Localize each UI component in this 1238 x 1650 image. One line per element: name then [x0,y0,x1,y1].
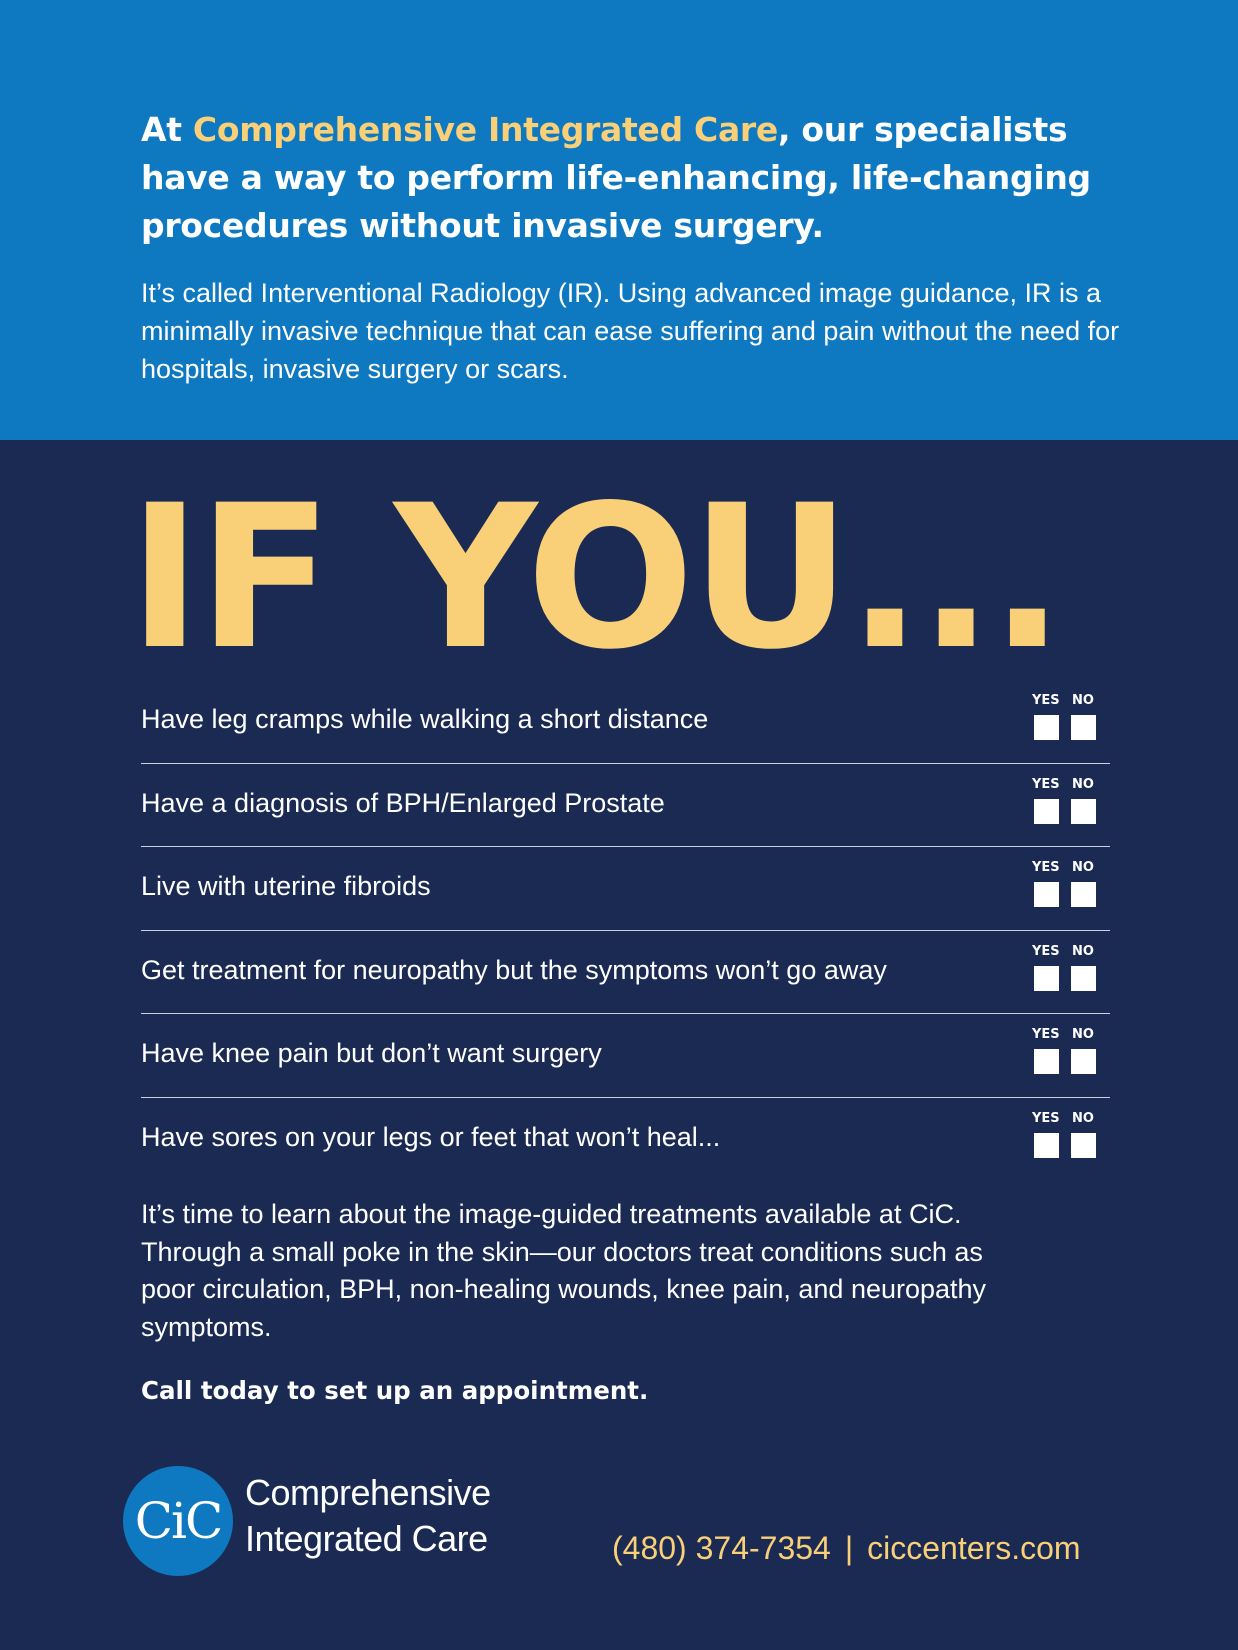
headline-brand: Comprehensive Integrated Care [192,110,778,149]
yes-label: YES [1032,776,1060,792]
website-link[interactable]: ciccenters.com [867,1530,1081,1566]
checklist-item-text: Have a diagnosis of BPH/Enlarged Prostat… [141,787,665,818]
no-checkbox[interactable] [1071,882,1096,907]
checklist-row: Have knee pain but don’t want surgery YE… [141,1014,1110,1098]
no-label: NO [1072,943,1094,959]
yes-no-group: YES NO [1032,1027,1102,1087]
checklist-row: Have leg cramps while walking a short di… [141,680,1110,764]
no-label: NO [1072,776,1094,792]
checklist-row: Live with uterine fibroids YES NO [141,847,1110,931]
yes-no-group: YES NO [1032,860,1102,920]
no-checkbox[interactable] [1071,715,1096,740]
checklist-row: Get treatment for neuropathy but the sym… [141,931,1110,1014]
yes-label: YES [1032,1110,1060,1126]
yes-no-group: YES NO [1032,1111,1102,1171]
yes-label: YES [1032,860,1060,875]
checklist-row: Have sores on your legs or feet that won… [141,1098,1110,1182]
cic-logo: CiC [123,1466,233,1576]
checklist-item-text: Live with uterine fibroids [141,871,431,901]
yes-checkbox[interactable] [1034,882,1059,907]
intro-paragraph: It’s called Interventional Radiology (IR… [141,278,1120,384]
contact-info: (480) 374-7354 | ciccenters.com [612,1530,1081,1567]
yes-checkbox[interactable] [1034,798,1059,824]
no-label: NO [1072,1027,1094,1042]
if-you-title: IF YOU... [128,462,1065,693]
logo-wordmark: Comprehensive Integrated Care [245,1470,491,1562]
checklist-item-text: Get treatment for neuropathy but the sym… [141,954,887,985]
no-checkbox[interactable] [1071,1132,1096,1158]
headline: At Comprehensive Integrated Care, our sp… [141,106,1101,250]
yes-no-group: YES NO [1032,693,1102,753]
yes-checkbox[interactable] [1034,965,1059,991]
no-checkbox[interactable] [1071,965,1096,991]
body-paragraph: It’s time to learn about the image-guide… [141,1199,987,1342]
yes-label: YES [1032,1027,1060,1042]
yes-no-group: YES NO [1032,777,1102,837]
no-checkbox[interactable] [1071,1049,1096,1074]
no-checkbox[interactable] [1071,798,1096,824]
headline-post: , our specialists have a way to perform … [141,110,1091,245]
checklist-row: Have a diagnosis of BPH/Enlarged Prostat… [141,764,1110,847]
yes-checkbox[interactable] [1034,1049,1059,1074]
headline-pre: At [141,110,193,149]
logo-line-2: Integrated Care [245,1518,488,1559]
logo-line-1: Comprehensive [245,1472,491,1513]
no-label: NO [1072,693,1094,708]
checklist-item-text: Have leg cramps while walking a short di… [141,704,709,734]
no-label: NO [1072,1110,1094,1126]
symptom-checklist: Have leg cramps while walking a short di… [141,680,1110,1181]
logo-mark: CiC [134,1492,224,1550]
checklist-item-text: Have knee pain but don’t want surgery [141,1038,602,1068]
checklist-item-text: Have sores on your legs or feet that won… [141,1121,721,1152]
top-banner: At Comprehensive Integrated Care, our sp… [0,0,1238,440]
yes-no-group: YES NO [1032,944,1102,1004]
yes-checkbox[interactable] [1034,715,1059,740]
no-label: NO [1072,860,1094,875]
yes-checkbox[interactable] [1034,1132,1059,1158]
call-to-action: Call today to set up an appointment. [141,1376,649,1405]
contact-separator: | [844,1530,854,1566]
yes-label: YES [1032,943,1060,959]
phone-link[interactable]: (480) 374-7354 [612,1530,831,1566]
yes-label: YES [1032,693,1060,708]
